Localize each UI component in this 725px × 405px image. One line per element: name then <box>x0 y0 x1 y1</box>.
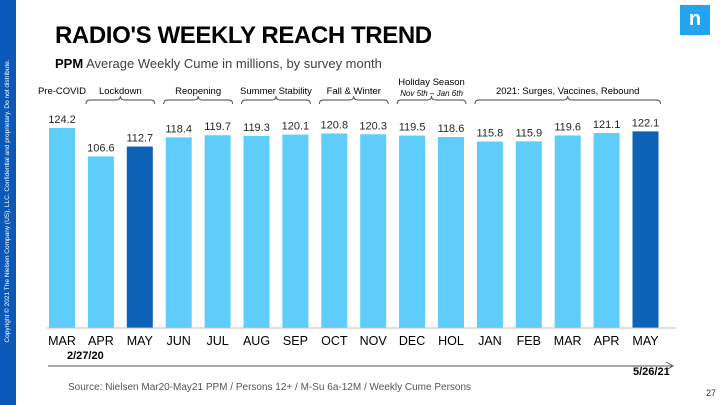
data-label: 118.4 <box>165 123 192 135</box>
data-label: 120.8 <box>321 119 349 131</box>
x-tick-label: JUL <box>206 334 228 348</box>
bar-sep-6 <box>282 134 309 328</box>
group-label: 2021: Surges, Vaccines, Rebound <box>496 86 639 97</box>
x-tick-label: OCT <box>321 334 348 348</box>
x-tick-label: HOL <box>438 334 464 348</box>
x-tick-label: SEP <box>283 334 308 348</box>
bar-oct-7 <box>321 133 348 328</box>
x-tick-label: DEC <box>399 334 425 348</box>
x-tick-label: AUG <box>243 334 270 348</box>
group-label: Pre-COVID <box>38 86 86 97</box>
bar-feb-12 <box>515 141 542 328</box>
group-label: Lockdown <box>99 86 142 97</box>
bar-jul-4 <box>204 135 231 328</box>
bar-apr-1 <box>87 156 114 328</box>
timeline-arrowhead-icon <box>665 361 675 371</box>
x-tick-label: JUN <box>167 334 191 348</box>
timeline-end-date: 5/26/21 <box>633 366 670 378</box>
data-label: 106.6 <box>87 142 115 154</box>
data-label: 115.9 <box>515 127 542 139</box>
data-label: 121.1 <box>593 119 621 131</box>
bar-jan-11 <box>476 141 503 328</box>
bar-jun-3 <box>165 137 192 328</box>
group-sublabel: Nov 5th – Jan 6th <box>400 89 463 98</box>
bar-may-2 <box>126 146 153 328</box>
source-note: Source: Nielsen Mar20-May21 PPM / Person… <box>68 382 472 393</box>
group-brace <box>474 95 661 105</box>
bar-aug-5 <box>243 135 270 328</box>
group-label: Fall & Winter <box>327 86 381 97</box>
x-tick-label: JAN <box>478 334 502 348</box>
subtitle-bold: PPM <box>55 56 84 71</box>
data-label: 119.7 <box>204 121 231 133</box>
nielsen-logo-icon: n <box>680 5 710 35</box>
data-label: 112.7 <box>126 133 153 145</box>
group-label: Holiday Season <box>398 77 465 88</box>
x-tick-label: MAR <box>554 334 582 348</box>
group-brace <box>318 95 389 105</box>
data-label: 119.3 <box>243 122 270 134</box>
data-label: 120.1 <box>282 121 310 133</box>
data-label: 119.5 <box>399 122 426 134</box>
x-tick-label: MAR <box>48 334 76 348</box>
period-groups: Pre-COVID Lockdown Reopening Summer Stabili… <box>38 77 661 105</box>
x-tick-label: MAY <box>127 334 154 348</box>
data-label: 119.6 <box>554 121 581 133</box>
data-label: 122.1 <box>632 117 660 129</box>
data-label: 120.3 <box>359 120 387 132</box>
x-tick-label: APR <box>88 334 114 348</box>
page-number: 27 <box>706 388 717 398</box>
bar-nov-8 <box>360 134 387 328</box>
x-tick-label: APR <box>594 334 620 348</box>
data-label: 124.2 <box>48 114 76 126</box>
brand-sidebar: Copyright © 2021 The Nielsen Company (US… <box>0 0 16 405</box>
bars: 124.2 106.6 112.7 118.4 119.7 119.3 120.1 120.8… <box>48 114 659 328</box>
timeline-start-date: 2/27/20 <box>67 350 104 362</box>
subtitle-text: Average Weekly Cume in millions, by surv… <box>83 56 382 71</box>
x-tick-label: NOV <box>360 334 388 348</box>
bar-may-15 <box>632 131 659 328</box>
data-label: 118.6 <box>438 123 465 135</box>
data-label: 115.8 <box>477 128 504 140</box>
group-brace <box>396 95 467 105</box>
x-tick-label: MAY <box>632 334 659 348</box>
bar-mar-13 <box>554 135 581 328</box>
bar-apr-14 <box>593 132 620 328</box>
group-brace <box>85 95 156 105</box>
x-tick-labels: MAR APR MAY JUN JUL AUG SEP OCT NOV DEC HOL JAN FEB M… <box>48 334 659 348</box>
group-brace <box>163 95 234 105</box>
group-brace <box>241 95 311 105</box>
slide-title: RADIO'S WEEKLY REACH TREND <box>55 22 432 49</box>
bar-dec-9 <box>399 135 426 328</box>
bar-hol-10 <box>438 137 464 328</box>
slide-subtitle: PPM Average Weekly Cume in millions, by … <box>55 56 382 71</box>
bar-mar-0 <box>49 128 75 328</box>
x-tick-label: FEB <box>517 334 541 348</box>
group-label: Reopening <box>175 86 221 97</box>
group-label: Summer Stability <box>240 86 312 97</box>
